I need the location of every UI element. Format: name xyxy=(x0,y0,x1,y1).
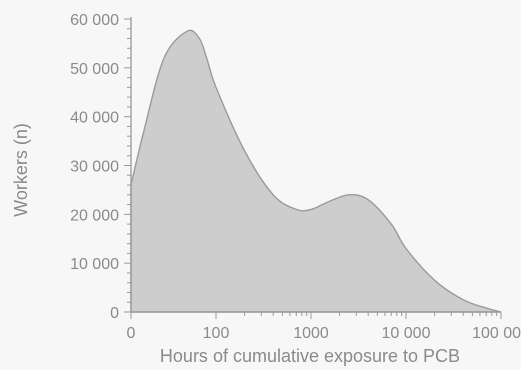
y-tick-label: 10 000 xyxy=(70,256,119,273)
area-series xyxy=(130,29,502,313)
x-axis-label: Hours of cumulative exposure to PCB xyxy=(160,346,460,366)
x-tick-label: 100 xyxy=(203,325,230,342)
x-tick-label: 0 xyxy=(127,325,136,342)
x-tick-label: 100 000 xyxy=(472,325,521,342)
y-tick-label: 20 000 xyxy=(70,207,119,224)
x-tick-label: 10 000 xyxy=(382,325,431,342)
y-tick-label: 40 000 xyxy=(70,110,119,127)
tick-layer: 0 10 000 20 000 30 000 40 000 50 000 60 000 0 10… xyxy=(70,12,521,342)
y-tick-label: 30 000 xyxy=(70,159,119,176)
y-axis-label: Workers (n) xyxy=(11,123,31,217)
y-tick-label: 0 xyxy=(110,305,119,322)
area-layer xyxy=(130,29,502,313)
x-tick-label: 1000 xyxy=(293,325,329,342)
y-tick-label: 60 000 xyxy=(70,12,119,29)
y-tick-label: 50 000 xyxy=(70,61,119,78)
